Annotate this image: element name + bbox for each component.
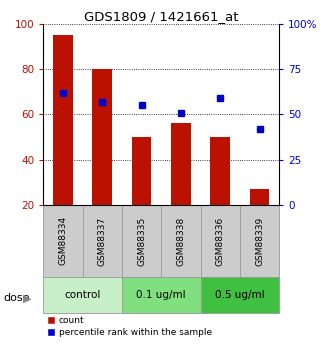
Text: GSM88334: GSM88334 [58, 216, 67, 265]
Bar [250, 189, 269, 205]
Bar [122, 205, 161, 277]
Text: GSM88338: GSM88338 [177, 216, 186, 266]
Bar [132, 137, 152, 205]
Text: dose: dose [3, 294, 30, 303]
Bar [201, 277, 279, 313]
Text: 0.1 ug/ml: 0.1 ug/ml [136, 290, 186, 300]
Text: GSM88336: GSM88336 [216, 216, 225, 266]
Title: GDS1809 / 1421661_at: GDS1809 / 1421661_at [84, 10, 239, 23]
Bar [92, 69, 112, 205]
Bar [53, 36, 73, 205]
Text: GSM88337: GSM88337 [98, 216, 107, 266]
Bar [122, 277, 201, 313]
Text: GSM88335: GSM88335 [137, 216, 146, 266]
Bar [201, 205, 240, 277]
Bar [240, 205, 279, 277]
Text: control: control [65, 290, 101, 300]
Text: 0.5 ug/ml: 0.5 ug/ml [215, 290, 265, 300]
Text: GSM88339: GSM88339 [255, 216, 264, 266]
Bar [161, 205, 201, 277]
Legend: count, percentile rank within the sample: count, percentile rank within the sample [48, 316, 212, 337]
Bar [43, 277, 122, 313]
Bar [211, 137, 230, 205]
Bar [171, 124, 191, 205]
Bar [43, 205, 83, 277]
Text: ▶: ▶ [23, 294, 31, 303]
Bar [83, 205, 122, 277]
